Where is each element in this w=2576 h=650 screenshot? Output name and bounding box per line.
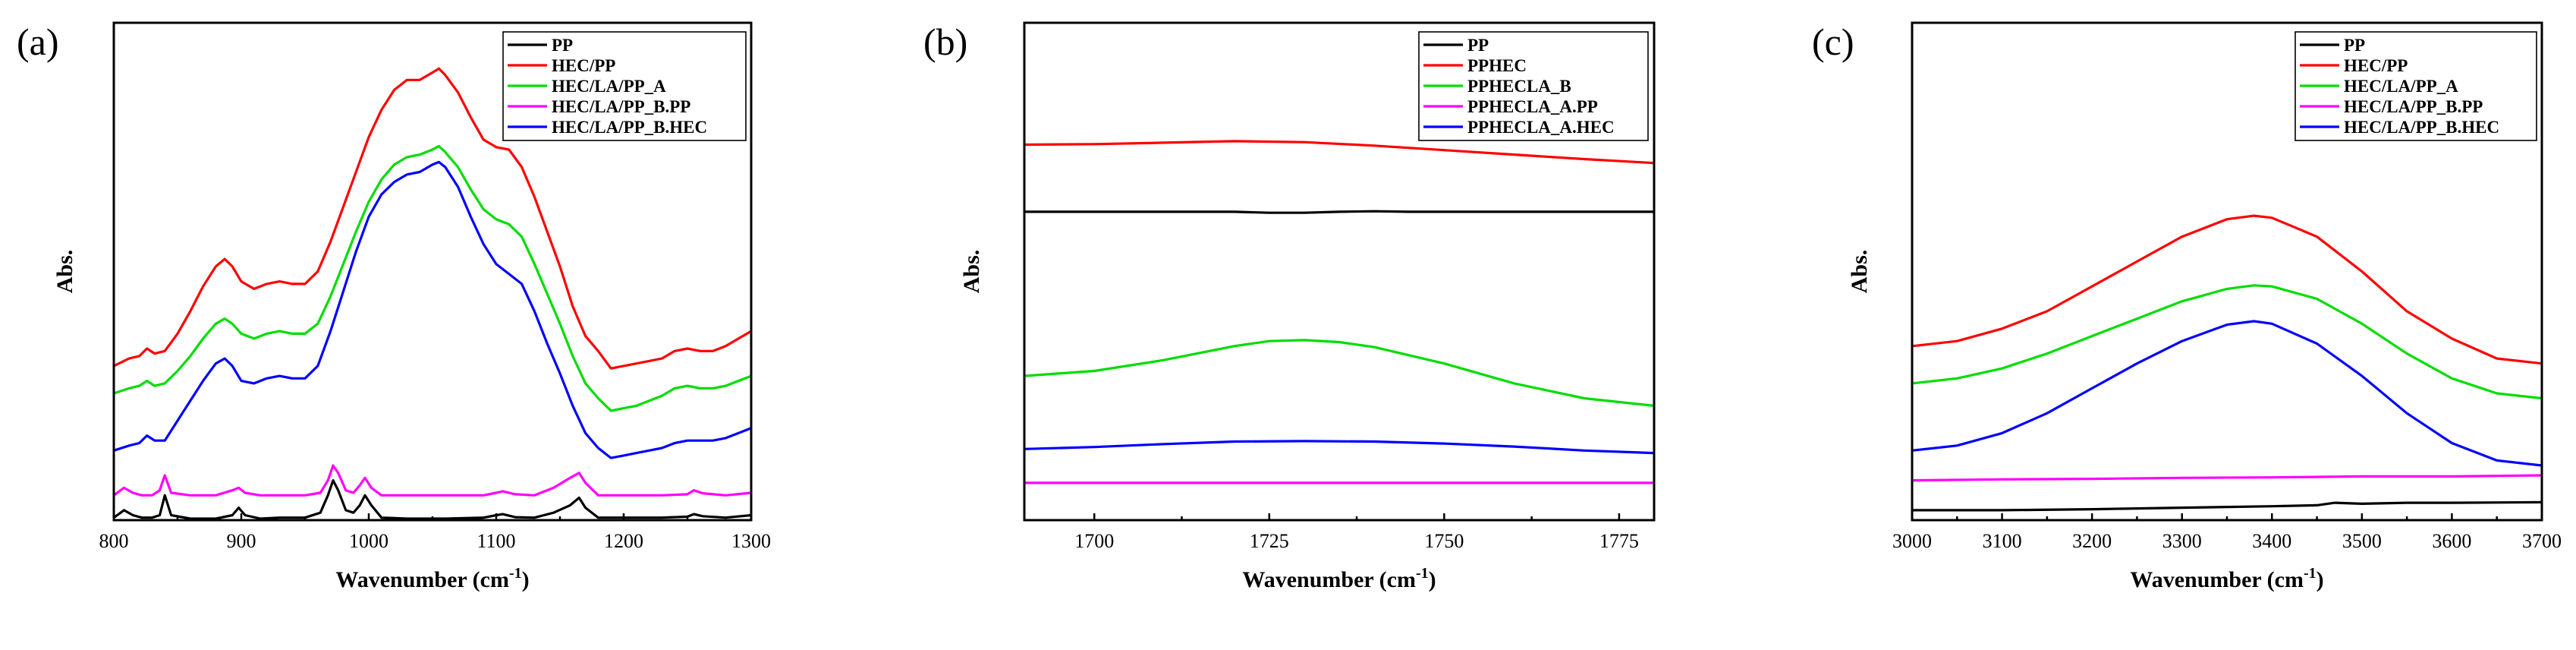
legend-label: HEC/LA/PP_B.PP: [552, 97, 690, 116]
legend-label: PP: [1467, 36, 1489, 55]
x-axis-title-sup: -1: [509, 565, 522, 582]
y-axis-title: Abs.: [1847, 250, 1872, 294]
y-axis-title: Abs.: [52, 250, 77, 294]
legend-label: PP: [2344, 36, 2365, 55]
series-line-hec-la-pp-a: [1912, 284, 2542, 400]
series-line-hec-la-pp-a: [114, 144, 751, 412]
series-line-pphecla-b: [1024, 339, 1654, 407]
x-tick-label: 1750: [1424, 530, 1464, 552]
series-line-hec-la-pp-b-hec: [1912, 320, 2542, 467]
legend-label: PPHECLA_B: [1467, 77, 1571, 96]
x-axis-title-sup: -1: [2304, 565, 2317, 582]
x-tick-label: 1200: [604, 530, 643, 552]
chart-panel-2: (b) 1700 1725 1750 1775 Wavenumber (cm-1) Abs.…: [923, 21, 1656, 592]
x-axis-title: Wavenumber (cm-1): [335, 565, 529, 592]
legend-label: HEC/LA/PP_A: [2344, 77, 2458, 96]
series-line-pp: [114, 479, 751, 520]
x-tick-label: 800: [99, 530, 129, 552]
x-tick-label: 3500: [2342, 530, 2382, 552]
legend-label: HEC/PP: [552, 56, 615, 75]
x-tick-label: 3700: [2522, 530, 2562, 552]
chart-panel-1: (a) 800 900 1000 1100 1200 1300 Wavenumber (cm-…: [17, 21, 771, 592]
series-line-pphec: [1024, 140, 1654, 165]
legend-label: HEC/LA/PP_B.HEC: [2344, 118, 2499, 137]
x-axis-title: Wavenumber (cm-1): [1242, 565, 1436, 592]
x-tick-label: 1725: [1250, 530, 1289, 552]
x-tick-label: 1100: [477, 530, 515, 552]
x-tick-label: 1300: [731, 530, 771, 552]
panel-label: (c): [1812, 21, 1854, 63]
series-line-hec-la-pp-b-hec: [114, 160, 751, 459]
x-tick-label: 1000: [349, 530, 388, 552]
x-tick-label: 3000: [1892, 530, 1932, 552]
x-axis-title-main: Wavenumber (cm: [2130, 567, 2304, 592]
x-axis-title-main: Wavenumber (cm: [335, 567, 509, 592]
series-line-hec-la-pp-b-pp: [1912, 474, 2542, 482]
y-axis-title: Abs.: [959, 250, 984, 294]
x-tick-label: 3200: [2072, 530, 2112, 552]
series-group: [1024, 140, 1654, 484]
plot-frame: [1023, 21, 1656, 522]
x-axis-title-main: Wavenumber (cm: [1242, 567, 1416, 592]
series-line-hec-pp: [114, 67, 751, 370]
legend-label: PPHECLA_A.HEC: [1467, 118, 1615, 137]
chart-panel-3: (c) 3000 3100 3200 3300 3400 3500 3600 3700 Waven…: [1812, 21, 2562, 592]
panel-label: (a): [17, 21, 59, 63]
series-line-hec-pp: [1912, 214, 2542, 365]
x-tick-label: 3100: [1983, 530, 2022, 552]
panel-label: (b): [923, 21, 967, 63]
series-line-hec-la-pp-b-pp: [114, 464, 751, 497]
x-axis-title-sup: -1: [1416, 565, 1429, 582]
legend-label: PPHEC: [1467, 56, 1527, 75]
x-axis-title-end: ): [1429, 567, 1436, 592]
x-tick-label: 3300: [2162, 530, 2202, 552]
x-tick-label: 3400: [2252, 530, 2291, 552]
x-tick-label: 3600: [2432, 530, 2471, 552]
legend-label: HEC/LA/PP_A: [552, 77, 666, 96]
legend-label: HEC/LA/PP_B.HEC: [552, 118, 707, 137]
x-tick-label: 900: [227, 530, 256, 552]
x-tick-label: 1700: [1074, 530, 1114, 552]
series-group: [114, 67, 751, 520]
legend-label: PPHECLA_A.PP: [1467, 97, 1598, 116]
series-line-pphecla-a-hec: [1024, 440, 1654, 455]
legend-label: PP: [552, 36, 573, 55]
x-axis-title-end: ): [2317, 567, 2324, 592]
x-axis-title-end: ): [522, 567, 530, 592]
series-line-pp: [1024, 210, 1654, 214]
legend-label: HEC/PP: [2344, 56, 2408, 75]
x-tick-label: 1775: [1599, 530, 1639, 552]
x-axis-title: Wavenumber (cm-1): [2130, 565, 2323, 592]
legend-label: HEC/LA/PP_B.PP: [2344, 97, 2483, 116]
series-group: [1912, 214, 2542, 512]
series-line-pp: [1912, 500, 2542, 512]
